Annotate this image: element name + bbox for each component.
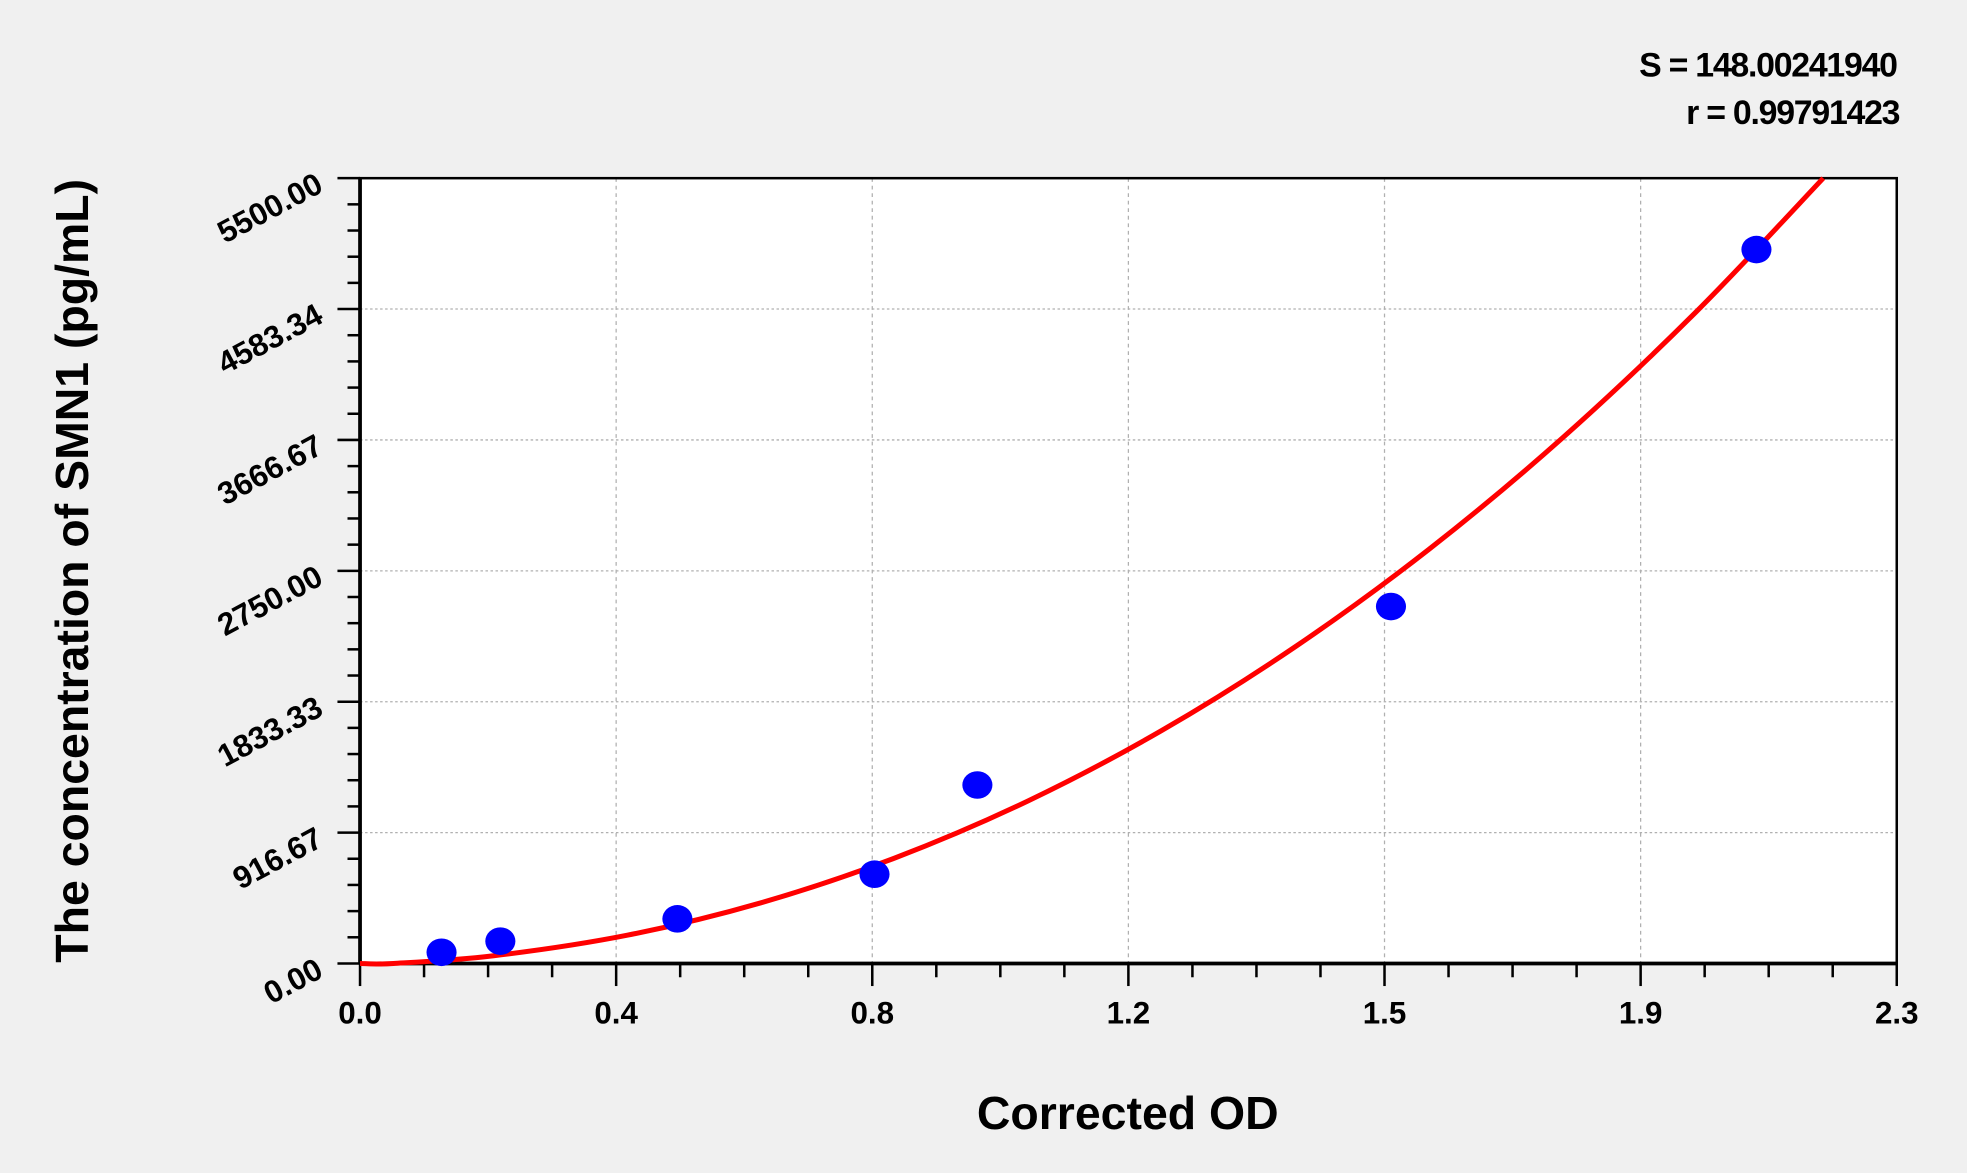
x-tick-label: 0.4: [594, 996, 638, 1031]
y-tick-label: 1833.33: [212, 690, 329, 774]
data-point: [859, 860, 890, 889]
y-tick-label: 3666.67: [212, 428, 329, 512]
ticks: [337, 176, 1899, 987]
fit-curve-group: [359, 176, 1826, 967]
data-point: [962, 771, 993, 799]
x-tick-label: 1.9: [1619, 996, 1663, 1031]
y-tick-labels: 0.00 916.67 1833.33 2750.00 3666.67 4583.34 55…: [212, 166, 329, 1011]
fit-curve: [359, 176, 1826, 967]
x-tick-label: 1.2: [1107, 996, 1151, 1031]
x-axis-title: Corrected OD: [977, 1087, 1279, 1139]
x-tick-label: 0.0: [338, 996, 382, 1031]
y-tick-label: 916.67: [227, 820, 328, 896]
r-annotation: r = 0.99791423: [1686, 94, 1900, 132]
x-tick-label: 0.8: [850, 996, 894, 1031]
x-tick-label: 2.3: [1875, 996, 1919, 1031]
data-points: [426, 235, 1772, 967]
data-point: [1741, 235, 1772, 264]
y-axis-title: The concentration of SMN1 (pg/mL): [46, 179, 98, 963]
y-tick-label: 0.00: [258, 951, 328, 1011]
data-point: [1375, 592, 1407, 621]
y-tick-label: 2750.00: [212, 559, 329, 643]
grid: [360, 178, 1897, 964]
data-point: [485, 927, 516, 955]
data-point: [662, 905, 693, 933]
y-tick-label: 5500.00: [212, 166, 329, 250]
y-tick-label: 4583.34: [212, 297, 329, 381]
x-tick-labels: 0.0 0.4 0.8 1.2 1.5 1.9 2.3: [338, 996, 1918, 1031]
data-point: [426, 938, 457, 967]
x-tick-label: 1.5: [1363, 996, 1407, 1031]
s-annotation: S = 148.00241940: [1639, 47, 1897, 85]
